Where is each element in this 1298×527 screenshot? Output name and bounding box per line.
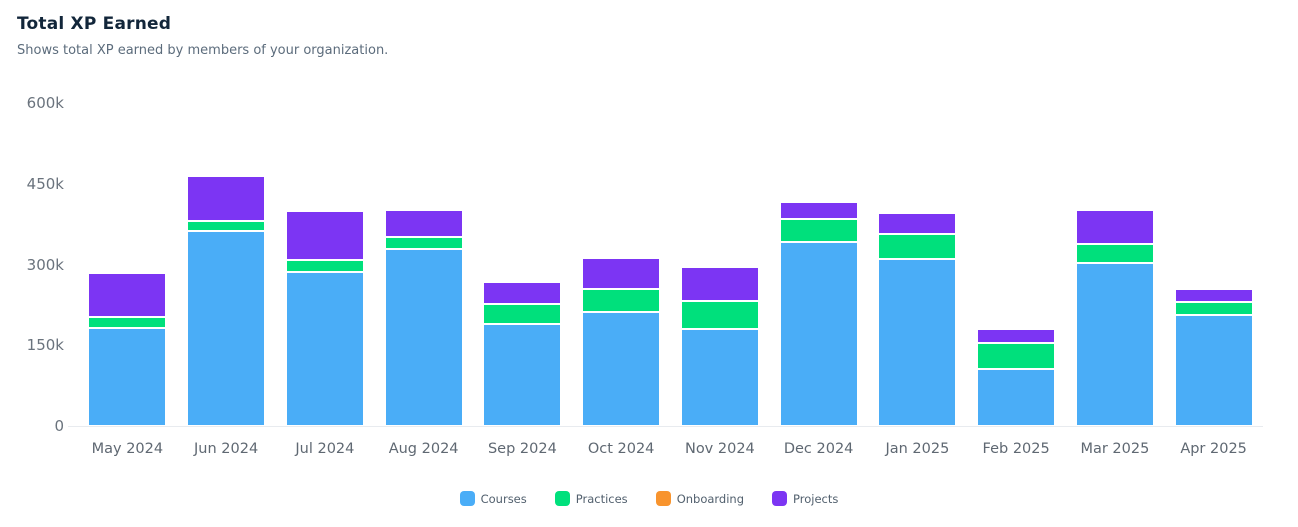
y-axis-tick-label: 600k <box>26 94 64 112</box>
bar-segment-projects[interactable] <box>88 272 167 318</box>
x-axis-label: Apr 2025 <box>1180 441 1247 457</box>
x-axis-label: Oct 2024 <box>587 441 655 457</box>
bar-segment-projects[interactable] <box>582 258 661 290</box>
bar-segment-projects[interactable] <box>680 267 759 301</box>
x-axis-label: Sep 2024 <box>487 441 557 457</box>
legend-label: Courses <box>480 491 527 506</box>
bar-segment-practices[interactable] <box>582 289 661 312</box>
bar-segment-practices[interactable] <box>1075 244 1154 263</box>
y-axis-tick-label: 150k <box>26 336 64 355</box>
bar-segment-projects[interactable] <box>285 210 364 260</box>
y-axis-tick-label: 0 <box>54 417 64 435</box>
x-axis-label: Dec 2024 <box>783 441 854 457</box>
bar-segment-courses[interactable] <box>1174 314 1253 426</box>
bar-column-jan-2025 <box>868 103 967 426</box>
bar-segment-projects[interactable] <box>483 281 562 304</box>
bar-stack[interactable] <box>483 103 562 426</box>
x-axis-label: Feb 2025 <box>982 441 1050 457</box>
y-axis-tick-label: 450k <box>26 174 64 193</box>
y-axis-tick-label: 300k <box>26 255 64 274</box>
bar-segment-practices[interactable] <box>779 219 858 242</box>
bar-stack[interactable] <box>977 103 1056 426</box>
chart-subtitle: Shows total XP earned by members of your… <box>17 43 389 58</box>
bar-segment-courses[interactable] <box>779 241 858 426</box>
bar-column-mar-2025 <box>1066 103 1165 426</box>
bar-stack[interactable] <box>1075 103 1154 426</box>
bar-segment-practices[interactable] <box>680 300 759 330</box>
bar-segment-practices[interactable] <box>878 233 957 259</box>
bar-segment-courses[interactable] <box>977 369 1056 426</box>
legend-item-onboarding[interactable]: Onboarding <box>655 491 745 506</box>
bar-segment-courses[interactable] <box>582 311 661 426</box>
bar-stack[interactable] <box>187 103 266 426</box>
bar-column-aug-2024 <box>374 103 473 426</box>
legend-swatch-icon <box>554 491 570 506</box>
x-axis-label: Jul 2024 <box>295 441 355 457</box>
legend-item-practices[interactable]: Practices <box>554 491 628 506</box>
bar-stack[interactable] <box>384 103 463 426</box>
bar-stack[interactable] <box>878 103 957 426</box>
bar-segment-practices[interactable] <box>285 259 364 272</box>
chart-title: Total XP Earned <box>17 14 172 34</box>
bar-column-jun-2024 <box>177 103 276 426</box>
bar-segment-courses[interactable] <box>1075 262 1154 426</box>
chart-header: Total XP Earned Shows total XP earned by… <box>17 14 388 58</box>
bar-segment-courses[interactable] <box>88 328 167 426</box>
bar-segment-courses[interactable] <box>384 248 463 426</box>
bar-stack[interactable] <box>1174 103 1253 426</box>
bar-segment-projects[interactable] <box>384 209 463 237</box>
bar-segment-practices[interactable] <box>88 317 167 329</box>
legend-label: Practices <box>575 491 628 506</box>
bar-column-apr-2025 <box>1164 103 1263 426</box>
bar-segment-projects[interactable] <box>187 175 266 222</box>
bar-segment-projects[interactable] <box>1075 210 1154 245</box>
bar-segment-courses[interactable] <box>285 271 364 426</box>
bar-segment-projects[interactable] <box>1174 288 1253 303</box>
legend-item-courses[interactable]: Courses <box>459 491 527 506</box>
bar-column-may-2024 <box>78 103 177 426</box>
bar-segment-practices[interactable] <box>977 342 1056 370</box>
x-axis-labels: May 2024 Jun 2024 Jul 2024 Aug 2024 Sep 2024… <box>78 441 1263 457</box>
bar-column-nov-2024 <box>671 103 770 426</box>
bar-segment-courses[interactable] <box>878 258 957 426</box>
x-axis-label: May 2024 <box>91 441 164 457</box>
bar-segment-projects[interactable] <box>878 213 957 234</box>
x-axis-baseline <box>68 426 1263 427</box>
bar-segment-practices[interactable] <box>1174 302 1253 315</box>
bar-stack[interactable] <box>88 103 167 426</box>
legend-swatch-icon <box>655 491 671 506</box>
bar-column-sep-2024 <box>473 103 572 426</box>
bar-segment-practices[interactable] <box>384 236 463 249</box>
legend-label: Projects <box>793 491 839 506</box>
x-axis-label: Jun 2024 <box>194 441 259 457</box>
bar-segment-projects[interactable] <box>779 202 858 220</box>
legend-swatch-icon <box>459 491 475 506</box>
bar-segment-practices[interactable] <box>187 221 266 231</box>
legend-swatch-icon <box>772 491 788 506</box>
legend-label: Onboarding <box>676 491 745 506</box>
bar-stack[interactable] <box>779 103 858 426</box>
bar-stack[interactable] <box>285 103 364 426</box>
bar-segment-courses[interactable] <box>680 329 759 426</box>
bar-segment-courses[interactable] <box>483 323 562 426</box>
bar-segment-practices[interactable] <box>483 303 562 324</box>
bar-segment-courses[interactable] <box>187 230 266 426</box>
legend: Courses Practices Onboarding Projects <box>0 491 1298 506</box>
bar-stack[interactable] <box>582 103 661 426</box>
x-axis-label: Jan 2025 <box>885 441 950 457</box>
bar-segment-projects[interactable] <box>977 328 1056 343</box>
x-axis-label: Mar 2025 <box>1080 441 1150 457</box>
bar-column-feb-2025 <box>967 103 1066 426</box>
plot-area: 600k 450k 300k 150k 0 <box>27 94 1263 435</box>
bar-column-jul-2024 <box>276 103 375 426</box>
x-axis-label: Nov 2024 <box>684 441 755 457</box>
bar-stack[interactable] <box>680 103 759 426</box>
legend-item-projects[interactable]: Projects <box>772 491 838 506</box>
bar-columns <box>78 103 1263 426</box>
x-axis-label: Aug 2024 <box>388 441 459 457</box>
bar-column-dec-2024 <box>769 103 868 426</box>
bar-column-oct-2024 <box>572 103 671 426</box>
